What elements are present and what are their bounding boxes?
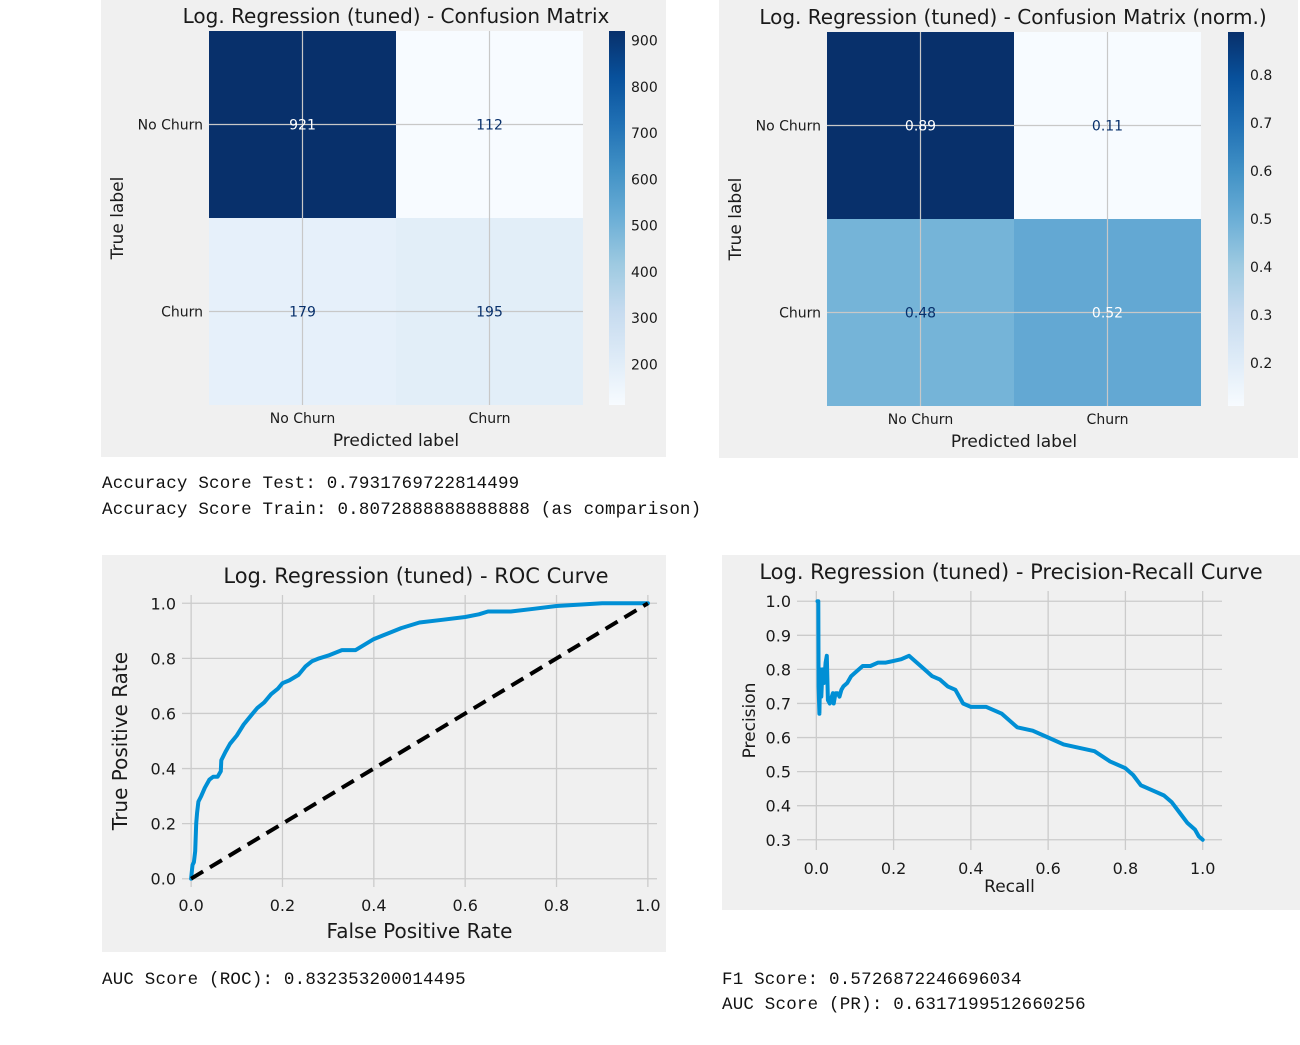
y-axis-label: True label bbox=[108, 177, 128, 261]
colorbar-tick-label: 0.7 bbox=[1250, 116, 1272, 132]
y-axis-label: Precision bbox=[740, 683, 760, 759]
precision-recall-chart: Log. Regression (tuned) - Precision-Reca… bbox=[740, 560, 1263, 897]
colorbar-tick-label: 600 bbox=[631, 172, 658, 188]
colorbar-tick-label: 0.2 bbox=[1250, 356, 1272, 372]
y-tick-label: 0.6 bbox=[151, 704, 176, 723]
y-tick-label: 0.6 bbox=[766, 729, 791, 748]
colorbar-tick-label: 200 bbox=[631, 357, 658, 373]
y-tick-label: 0.0 bbox=[151, 870, 176, 889]
auc-pr-text: AUC Score (PR): 0.6317199512660256 bbox=[722, 995, 1086, 1015]
x-tick-label: 0.0 bbox=[804, 859, 829, 878]
colorbar-tick-label: 0.5 bbox=[1250, 212, 1272, 228]
chance-line bbox=[190, 601, 649, 881]
roc-curve-panel: Log. Regression (tuned) - ROC Curve 0.0 0.… bbox=[102, 555, 666, 952]
x-tick-label: 0.4 bbox=[361, 896, 386, 915]
chart-title: Log. Regression (tuned) - Confusion Matr… bbox=[759, 5, 1266, 29]
colorbar-tick-label: 0.8 bbox=[1250, 68, 1272, 84]
colorbar-tick-label: 400 bbox=[631, 265, 658, 281]
auc-roc-text: AUC Score (ROC): 0.832353200014495 bbox=[102, 970, 466, 990]
x-tick-label: 0.0 bbox=[178, 896, 203, 915]
y-tick-label: 1.0 bbox=[151, 594, 176, 613]
x-tick-label: 1.0 bbox=[1190, 859, 1215, 878]
x-tick-label: Churn bbox=[469, 411, 511, 427]
y-axis-label: True Positive Rate bbox=[108, 652, 132, 831]
f1-score-text: F1 Score: 0.5726872246696034 bbox=[722, 970, 1022, 990]
y-tick-label: 0.3 bbox=[766, 831, 791, 850]
x-tick-label: Churn bbox=[1087, 412, 1129, 428]
cell-value-label: 0.11 bbox=[1092, 119, 1123, 135]
confusion-matrix-chart: Log. Regression (tuned) - Confusion Matr… bbox=[108, 4, 658, 451]
chart-title: Log. Regression (tuned) - Confusion Matr… bbox=[183, 4, 610, 28]
cell-value-label: 179 bbox=[289, 305, 316, 321]
x-axis-label: False Positive Rate bbox=[327, 919, 513, 943]
confusion-matrix-normalized-panel: Log. Regression (tuned) - Confusion Matr… bbox=[719, 0, 1298, 458]
chart-title: Log. Regression (tuned) - ROC Curve bbox=[223, 564, 608, 588]
cell-value-label: 921 bbox=[289, 118, 316, 134]
x-tick-label: 0.6 bbox=[452, 896, 477, 915]
cell-value-label: 0.89 bbox=[905, 119, 936, 135]
colorbar-tick-label: 900 bbox=[631, 34, 658, 50]
y-tick-label: 0.5 bbox=[766, 763, 791, 782]
chart-title: Log. Regression (tuned) - Precision-Reca… bbox=[759, 560, 1262, 584]
cell-value-label: 195 bbox=[476, 305, 503, 321]
confusion-matrix-panel: Log. Regression (tuned) - Confusion Matr… bbox=[101, 0, 666, 457]
y-tick-label: Churn bbox=[779, 306, 821, 322]
y-tick-label: 0.2 bbox=[151, 815, 176, 834]
colorbar-tick-label: 500 bbox=[631, 219, 658, 235]
cell-value-label: 112 bbox=[476, 118, 503, 134]
colorbar bbox=[609, 31, 625, 405]
cell-value-label: 0.52 bbox=[1092, 306, 1123, 322]
x-tick-label: No Churn bbox=[270, 411, 335, 427]
precision-recall-panel: Log. Regression (tuned) - Precision-Reca… bbox=[722, 555, 1300, 910]
y-tick-label: No Churn bbox=[756, 119, 821, 135]
x-tick-label: 0.2 bbox=[881, 859, 906, 878]
y-tick-label: 0.9 bbox=[766, 626, 791, 645]
curve-line bbox=[189, 601, 650, 881]
colorbar-tick-label: 0.6 bbox=[1250, 164, 1272, 180]
colorbar-tick-label: 0.4 bbox=[1250, 260, 1272, 276]
x-tick-label: 1.0 bbox=[635, 896, 660, 915]
y-tick-label: No Churn bbox=[138, 118, 203, 134]
x-axis-label: Predicted label bbox=[333, 431, 459, 451]
colorbar-tick-label: 0.3 bbox=[1250, 308, 1272, 324]
x-tick-label: No Churn bbox=[888, 412, 953, 428]
x-tick-label: 0.8 bbox=[544, 896, 569, 915]
colorbar-tick-label: 300 bbox=[631, 311, 658, 327]
colorbar bbox=[1228, 32, 1244, 406]
colorbar-tick-label: 700 bbox=[631, 126, 658, 142]
y-tick-label: 0.4 bbox=[151, 760, 176, 779]
cell-value-label: 0.48 bbox=[905, 306, 936, 322]
y-tick-label: 0.8 bbox=[151, 649, 176, 668]
y-tick-label: Churn bbox=[161, 305, 203, 321]
accuracy-test-text: Accuracy Score Test: 0.7931769722814499 bbox=[102, 474, 520, 494]
confusion-matrix-normalized-chart: Log. Regression (tuned) - Confusion Matr… bbox=[726, 5, 1272, 452]
x-tick-label: 0.4 bbox=[958, 859, 983, 878]
y-tick-label: 0.4 bbox=[766, 797, 791, 816]
x-tick-label: 0.8 bbox=[1113, 859, 1138, 878]
accuracy-train-text: Accuracy Score Train: 0.8072888888888888… bbox=[102, 500, 702, 520]
x-tick-label: 0.2 bbox=[270, 896, 295, 915]
y-tick-label: 0.8 bbox=[766, 660, 791, 679]
x-axis-label: Predicted label bbox=[951, 432, 1077, 452]
curve-line bbox=[815, 599, 1205, 842]
x-tick-label: 0.6 bbox=[1035, 859, 1060, 878]
y-axis-label: True label bbox=[726, 178, 746, 262]
x-axis-label: Recall bbox=[984, 877, 1035, 897]
y-tick-label: 1.0 bbox=[766, 592, 791, 611]
colorbar-tick-label: 800 bbox=[631, 80, 658, 96]
y-tick-label: 0.7 bbox=[766, 694, 791, 713]
